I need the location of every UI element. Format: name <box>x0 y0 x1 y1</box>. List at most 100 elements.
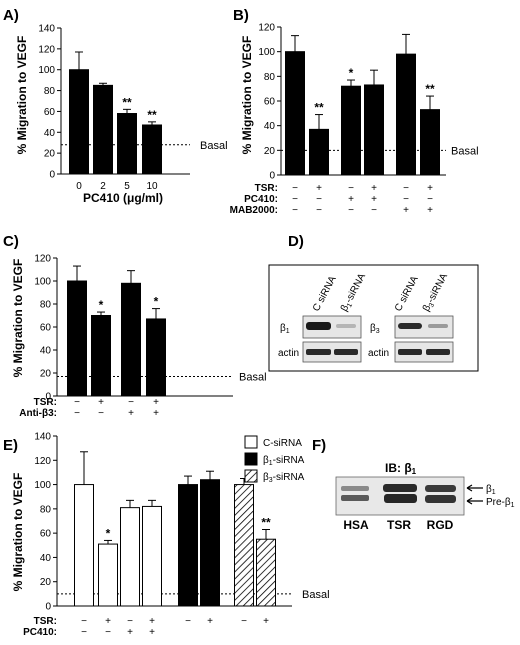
panel-c-condition-name: TSR: <box>34 397 57 408</box>
panel-b-condition-name: TSR: <box>255 183 278 194</box>
ib-band-tsr-upper <box>383 484 417 492</box>
panel-c-bar <box>67 280 87 397</box>
panel-a-ytick-label: 60 <box>44 107 56 118</box>
panel-e-ylabel: % Migration to VEGF <box>11 473 25 592</box>
panel-a-ytick-label: 120 <box>38 44 55 55</box>
panel-a-xtick-label: 10 <box>146 181 158 192</box>
ib-lane-rgd: RGD <box>427 518 454 532</box>
panel-b-ytick-label: 60 <box>264 97 276 108</box>
panel-d-label: D) <box>288 233 304 250</box>
panel-b-bar <box>309 128 329 176</box>
panel-b-ytick-label: 80 <box>264 72 276 83</box>
blot1-row1-label: β1 <box>280 323 290 335</box>
panel-b-ytick-label: 120 <box>258 23 275 34</box>
panel-b-ytick-label: 20 <box>264 146 276 157</box>
panel-e-condition-sign: − <box>127 616 133 627</box>
panel-a-ytick-label: 0 <box>49 170 55 181</box>
blot1-actin-band-c <box>306 349 331 355</box>
ib-band-hsa-lower <box>341 495 369 501</box>
panel-c-bar <box>91 315 111 397</box>
ib-band-rgd-lower <box>425 495 456 503</box>
panel-b-condition-sign: + <box>427 183 433 194</box>
panel-e-ytick-label: 60 <box>40 529 52 540</box>
ib-band-label-prebeta1: Pre-β1 <box>486 497 515 509</box>
panel-c-bar <box>121 282 141 397</box>
panel-a-ytick-label: 100 <box>38 65 55 76</box>
panel-b-ytick-label: 100 <box>258 47 275 58</box>
panel-e-bar <box>234 484 254 607</box>
panel-b-ytick-label: 40 <box>264 121 276 132</box>
panel-a-significance: ** <box>122 95 132 109</box>
panel-a-ytick-label: 140 <box>38 24 55 35</box>
legend-label-c: C-siRNA <box>263 438 302 449</box>
blot2-beta-strip <box>394 315 454 339</box>
ib-band-hsa-upper <box>341 486 369 491</box>
panel-b-significance: * <box>349 66 354 80</box>
arrow-prebeta1-icon <box>466 497 483 505</box>
blot2-row1-label: β3 <box>370 323 380 335</box>
panel-a-ytick-label: 20 <box>44 149 56 160</box>
panel-a-plot: 0 20 40 60 80 100 120 140 Basal ** ** 0 2 5 10 <box>38 24 227 193</box>
panel-b-condition-sign: + <box>316 183 322 194</box>
panel-e-condition-sign: − <box>241 616 247 627</box>
panel-a-xlabel: PC410 (μg/ml) <box>83 191 163 205</box>
panel-e-significance: ** <box>261 516 271 530</box>
arrow-beta1-icon <box>466 484 483 492</box>
panel-a: A) % Migration to VEGF 02040608010012014… <box>3 7 228 205</box>
panel-a-xtick-label: 5 <box>124 181 130 192</box>
panel-b-bar <box>396 53 416 176</box>
legend-label-b1: β1-siRNA <box>263 455 305 467</box>
panel-c-condition-sign: − <box>98 408 104 419</box>
panel-e-bar <box>142 505 162 607</box>
panel-e-ytick-label: 80 <box>40 504 52 515</box>
panel-c-bar <box>146 318 166 397</box>
panel-b-bar <box>285 51 305 176</box>
panel-c-significance: * <box>99 298 104 312</box>
blot1-beta-strip <box>302 315 362 339</box>
panel-a-ylabel: % Migration to VEGF <box>15 36 29 155</box>
ib-band-label-beta1: β1 <box>486 484 496 496</box>
legend-swatch-b1 <box>244 452 258 466</box>
panel-c-condition-sign: − <box>74 397 80 408</box>
panel-b-condition-name: PC410: <box>244 194 278 205</box>
panel-b-condition-sign: + <box>348 194 354 205</box>
panel-a-significance: ** <box>147 108 157 122</box>
panel-e-condition-sign: + <box>149 616 155 627</box>
panel-b-condition-sign: − <box>316 205 322 216</box>
panel-b-condition-name: MAB2000: <box>230 205 278 216</box>
panel-e: E) % Migration to VEGF 0 20 40 60 80 100 120 14… <box>3 432 330 639</box>
panel-e-ytick-label: 20 <box>40 577 52 588</box>
blot1-band-ko <box>336 324 356 328</box>
panel-d: D) C siRNA β1-siRNA β1 actin C siRNA β3-… <box>268 233 479 372</box>
panel-c-condition-sign: + <box>98 397 104 408</box>
panel-e-condition-name: TSR: <box>34 616 57 627</box>
panel-b-condition-sign: + <box>371 194 377 205</box>
panel-c-condition-name: Anti-β3: <box>19 408 57 419</box>
blot2-row2-label: actin <box>368 348 389 359</box>
panel-c: C) % Migration to VEGF 0 20 40 60 80 100 120 Ba… <box>3 233 267 419</box>
panel-a-bar <box>117 113 137 175</box>
panel-e-bar <box>256 538 276 607</box>
panel-b-condition-sign: − <box>316 194 322 205</box>
panel-e-condition-name: PC410: <box>23 627 57 638</box>
blot2-actin-strip <box>394 341 454 363</box>
panel-c-ytick-label: 80 <box>40 300 52 311</box>
ib-lane-hsa: HSA <box>343 518 369 532</box>
panel-a-xtick-label: 0 <box>76 181 82 192</box>
blot1-actin-band-ko <box>334 349 358 355</box>
panel-e-condition-sign: + <box>207 616 213 627</box>
panel-b-condition-sign: − <box>292 183 298 194</box>
panel-a-basal-label: Basal <box>200 140 228 152</box>
panel-b-condition-sign: − <box>403 183 409 194</box>
panel-c-ylabel: % Migration to VEGF <box>11 259 25 378</box>
panel-c-ytick-label: 100 <box>34 277 51 288</box>
panel-b-ytick-label: 0 <box>269 171 275 182</box>
ib-lane-tsr: TSR <box>387 518 411 532</box>
panel-f-title: IB: β1 <box>385 461 417 476</box>
panel-b-significance: ** <box>314 101 324 115</box>
panel-b-condition-sign: − <box>427 194 433 205</box>
